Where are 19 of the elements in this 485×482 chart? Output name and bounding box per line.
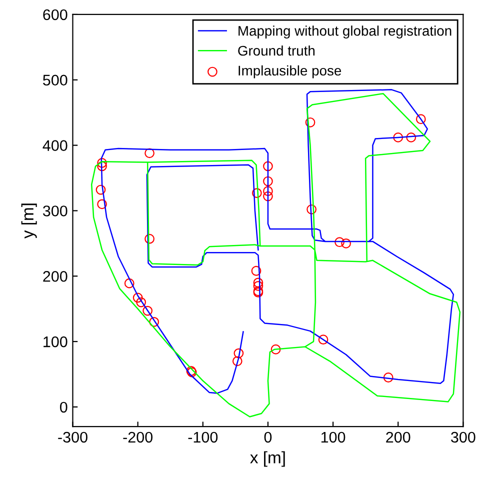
- legend-label: Ground truth: [238, 45, 315, 56]
- x-tick-label: -300: [58, 432, 88, 443]
- y-tick-label: 200: [43, 270, 68, 282]
- y-tick-label: 300: [42, 206, 68, 216]
- x-tick-label: 300: [451, 432, 476, 443]
- x-axis-title: x [m]: [250, 451, 285, 467]
- x-tick-label: -200: [123, 432, 153, 443]
- x-tick-label: 200: [386, 432, 410, 443]
- legend-label: Mapping without global registration: [238, 26, 452, 39]
- x-tick-label: -100: [188, 432, 218, 443]
- y-tick-label: 600: [43, 9, 68, 20]
- y-tick-label: 100: [44, 336, 68, 348]
- legend-label: Implausible pose: [238, 65, 342, 78]
- x-tick-label: 100: [321, 432, 346, 443]
- x-tick-label: 0: [264, 432, 272, 443]
- y-tick-label: 400: [42, 140, 68, 151]
- y-axis-title: y [m]: [21, 204, 37, 239]
- y-tick-label: 500: [43, 74, 68, 86]
- y-tick-label: 0: [60, 402, 68, 413]
